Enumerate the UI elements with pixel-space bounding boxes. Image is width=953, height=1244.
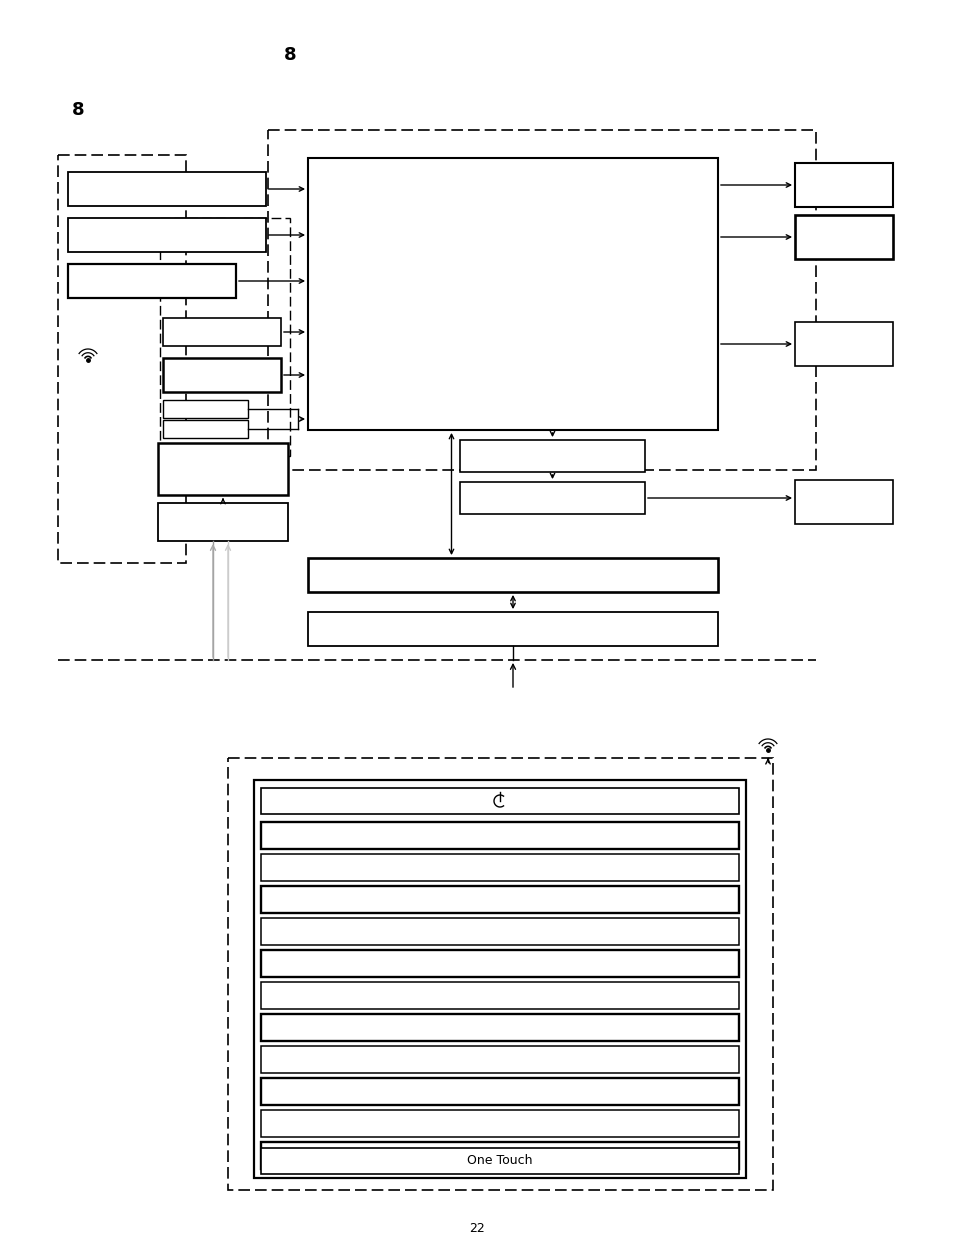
Text: 22: 22 (469, 1222, 484, 1234)
Bar (308, 559, 718, 592)
Bar (794, 480, 892, 524)
Bar (261, 853, 739, 881)
Bar (253, 780, 745, 1178)
Bar (261, 822, 739, 848)
Bar (163, 318, 281, 346)
Bar (261, 982, 739, 1009)
Bar (261, 1148, 739, 1174)
Bar (68, 264, 235, 299)
Bar (68, 172, 266, 207)
Text: One Touch: One Touch (467, 1154, 532, 1168)
Bar (261, 886, 739, 913)
Bar (158, 443, 288, 495)
Bar (261, 1014, 739, 1041)
Bar (261, 950, 739, 977)
Text: 8: 8 (283, 46, 296, 63)
Bar (261, 1142, 739, 1169)
Bar (261, 1079, 739, 1105)
Bar (794, 322, 892, 366)
Bar (308, 612, 718, 646)
Bar (58, 156, 186, 564)
Bar (459, 440, 644, 471)
Bar (160, 218, 290, 457)
Bar (308, 158, 718, 430)
Bar (459, 481, 644, 514)
Bar (261, 787, 739, 814)
Bar (261, 918, 739, 945)
Bar (163, 358, 281, 392)
Bar (794, 215, 892, 259)
Bar (261, 1110, 739, 1137)
Bar (228, 758, 772, 1191)
Bar (163, 401, 248, 418)
Bar (268, 131, 815, 470)
Bar (158, 503, 288, 541)
Bar (68, 218, 266, 253)
Bar (261, 1046, 739, 1074)
Bar (794, 163, 892, 207)
Bar (163, 420, 248, 438)
Text: 8: 8 (71, 101, 84, 119)
